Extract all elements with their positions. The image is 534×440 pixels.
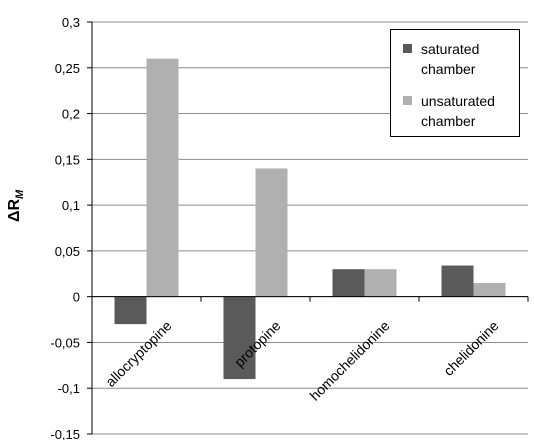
- legend-label-unsaturated: unsaturated chamber: [421, 93, 495, 129]
- bar-saturated-chelidonine: [441, 265, 474, 297]
- x-category-label-chelidonine: chelidonine: [440, 317, 502, 379]
- y-tick-label-9: -0,15: [50, 427, 80, 440]
- y-tick-label-3: 0,15: [55, 152, 80, 167]
- y-axis-label-subscript: M: [14, 189, 27, 199]
- legend-swatch-saturated: [403, 44, 412, 53]
- y-tick-label-2: 0,2: [62, 107, 80, 122]
- y-tick-label-4: 0,1: [62, 198, 80, 213]
- bar-saturated-allocryptopine: [114, 296, 147, 325]
- bar-saturated-homochelidonine: [332, 269, 365, 297]
- y-axis-label-main: ΔR: [6, 198, 23, 222]
- bar-saturated-protopine: [223, 296, 256, 380]
- legend-label-saturated: saturated chamber: [421, 41, 480, 77]
- legend-swatch-unsaturated: [403, 96, 412, 105]
- y-axis-label: ΔRM: [6, 190, 26, 222]
- y-tick-label-7: -0,05: [50, 335, 80, 350]
- y-tick-label-8: -0,1: [58, 381, 80, 396]
- bar-unsaturated-protopine: [255, 168, 288, 297]
- x-category-label-allocryptopine: allocryptopine: [102, 317, 175, 390]
- bar-unsaturated-homochelidonine: [364, 269, 397, 297]
- y-tick-label-1: 0,25: [55, 61, 80, 76]
- bar-unsaturated-chelidonine: [473, 282, 506, 297]
- y-tick-label-6: 0: [73, 290, 80, 305]
- legend: saturated chamber unsaturated chamber: [390, 29, 520, 137]
- x-category-label-homochelidonine: homochelidonine: [306, 317, 392, 403]
- legend-item-saturated: saturated chamber: [403, 39, 511, 79]
- legend-item-unsaturated: unsaturated chamber: [403, 91, 511, 131]
- bar-unsaturated-allocryptopine: [146, 58, 179, 297]
- y-tick-label-5: 0,05: [55, 244, 80, 259]
- y-tick-label-0: 0,3: [62, 15, 80, 30]
